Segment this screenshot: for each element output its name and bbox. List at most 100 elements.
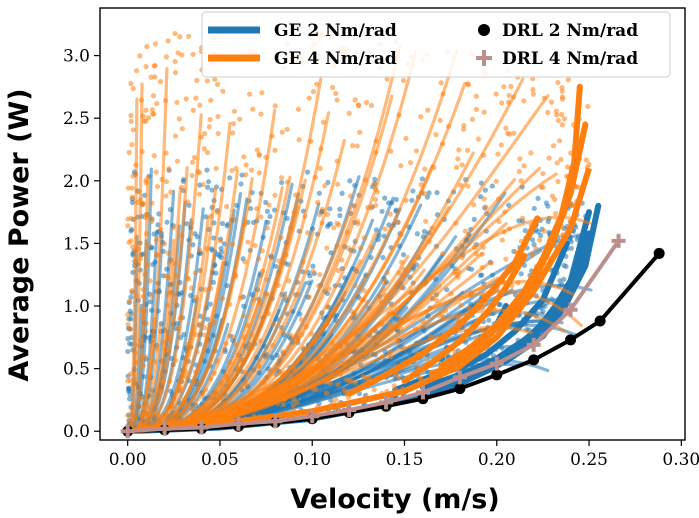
ge-point (421, 190, 428, 197)
ge-point (489, 183, 495, 189)
ge-point (455, 314, 462, 320)
ge-point (172, 31, 178, 37)
ge-point (154, 100, 160, 107)
ge-point (202, 325, 208, 331)
ge-point (188, 220, 195, 226)
ge-point (305, 368, 311, 374)
ge-point (382, 293, 389, 299)
ge-point (515, 280, 521, 286)
ge-point (292, 192, 299, 198)
ge-point (189, 285, 195, 291)
ge-point (531, 205, 537, 212)
ge-point (409, 197, 415, 204)
ge-point (195, 168, 201, 175)
ge-point (373, 138, 379, 144)
ge-point (243, 381, 249, 388)
ge-point (155, 411, 161, 417)
drl-marker (563, 302, 578, 317)
ge-point (329, 84, 336, 91)
ge-point (279, 391, 285, 397)
ge-point (126, 298, 133, 304)
ge-point (172, 69, 179, 76)
ge-point (145, 410, 151, 417)
ge-point (453, 220, 459, 226)
ge-point (333, 396, 339, 403)
ge-point (398, 163, 404, 169)
ge-point (393, 196, 399, 203)
ge-point (341, 361, 347, 367)
ge-point (133, 359, 140, 365)
ge-point (382, 195, 388, 201)
ge-point (298, 317, 304, 323)
ge-point (317, 165, 323, 171)
ge-point (153, 169, 159, 175)
ge-point (275, 400, 281, 407)
ge-point (151, 153, 157, 159)
ge-point (138, 97, 145, 103)
ge-point (144, 44, 150, 50)
ge-point (334, 243, 340, 249)
ge-point (128, 371, 134, 377)
ge-point (379, 354, 386, 360)
ge-point (247, 390, 253, 396)
ge-point (204, 411, 210, 417)
ge-point (183, 369, 189, 375)
ge-point (379, 208, 385, 215)
x-tick-label: 0.15 (386, 450, 424, 470)
ge-point (231, 412, 238, 418)
ge-point (216, 394, 222, 401)
ge-point (535, 195, 541, 201)
ge-point (220, 88, 226, 94)
ge-point (376, 232, 382, 238)
drl-marker (489, 356, 504, 371)
ge-point (130, 173, 136, 179)
ge-point (263, 154, 269, 160)
ge-point (489, 272, 496, 278)
ge-point (151, 63, 157, 69)
ge-point (142, 354, 148, 360)
ge-point (134, 278, 141, 285)
ge-point (400, 252, 407, 258)
ge-point (137, 53, 143, 59)
ge-point (466, 305, 472, 311)
ge-point (552, 197, 558, 203)
ge-point (151, 111, 157, 117)
ge-point (212, 389, 218, 395)
ge-point (400, 77, 407, 84)
ge-point (342, 275, 348, 281)
ge-point (245, 239, 251, 245)
y-tick-label: 0.5 (63, 360, 90, 380)
ge-point (493, 91, 499, 97)
ge-point (471, 244, 477, 250)
ge-point (250, 405, 256, 411)
ge-point (481, 109, 487, 115)
ge-point (310, 263, 316, 269)
ge-point (210, 279, 217, 285)
ge-point (279, 175, 285, 181)
ge-point (320, 315, 327, 321)
ge-point (363, 177, 369, 183)
ge-point (388, 224, 395, 231)
ge-point (130, 127, 136, 133)
ge-point (559, 96, 566, 102)
ge-point (517, 156, 523, 162)
ge-point (129, 194, 135, 200)
ge-point (417, 375, 423, 381)
ge-point (148, 74, 154, 80)
ge-point (215, 113, 221, 120)
ge-point (205, 179, 212, 185)
ge-point (295, 106, 302, 112)
ge-point (468, 292, 474, 299)
ge-point (493, 178, 499, 184)
ge-point (173, 357, 179, 364)
ge-point (140, 200, 146, 206)
ge-point (190, 107, 196, 113)
ge-point (508, 83, 514, 89)
ge-point (306, 294, 312, 300)
ge-point (352, 379, 358, 385)
ge-point (147, 299, 153, 305)
ge-point (325, 179, 331, 185)
ge-point (135, 199, 141, 205)
ge-point (205, 348, 211, 354)
ge-point (256, 256, 262, 262)
